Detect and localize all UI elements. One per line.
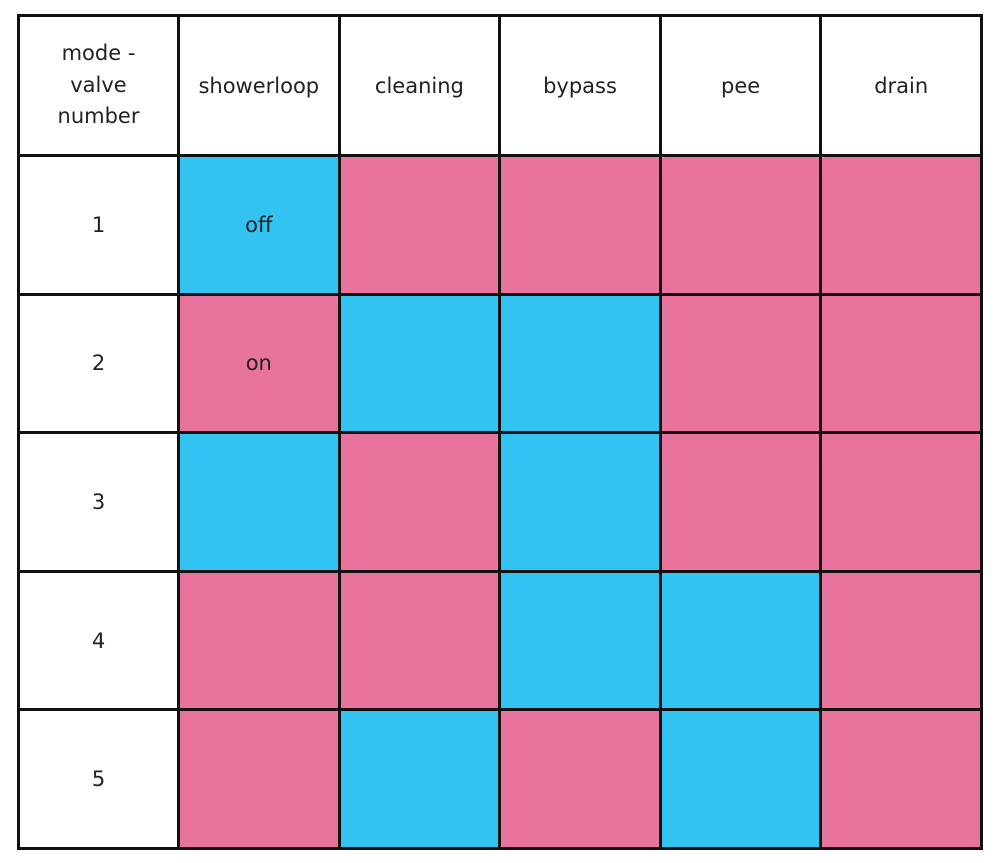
cell-text: 1 — [91, 212, 106, 237]
header-cell: pee — [661, 17, 820, 154]
state-cell — [822, 572, 980, 709]
valve-table: mode - valve number showerloop cleaning byp… — [17, 14, 983, 850]
state-cell: on — [180, 295, 338, 432]
state-cell: off — [180, 157, 338, 293]
state-cell — [340, 295, 499, 432]
state-cell — [661, 711, 820, 847]
row-label: 2 — [20, 295, 177, 432]
state-cell — [501, 711, 659, 847]
state-cell — [822, 157, 980, 293]
cell-text: 5 — [91, 767, 106, 792]
cell-text: off — [245, 212, 273, 237]
state-cell — [501, 434, 659, 570]
cell-text: mode - valve number — [57, 41, 140, 129]
cell-text: bypass — [543, 73, 617, 98]
state-cell — [822, 295, 980, 432]
cell-text: 2 — [91, 351, 106, 376]
state-cell — [661, 572, 820, 709]
state-cell — [340, 434, 499, 570]
row-label: 5 — [20, 711, 177, 847]
cell-text: on — [245, 351, 272, 376]
state-cell — [340, 711, 499, 847]
state-cell — [501, 157, 659, 293]
state-cell — [340, 157, 499, 293]
state-cell — [180, 572, 338, 709]
cell-text: cleaning — [374, 73, 464, 98]
state-cell — [822, 711, 980, 847]
state-cell — [180, 711, 338, 847]
cell-text: pee — [721, 73, 761, 98]
cell-text: 4 — [91, 628, 106, 653]
state-cell — [661, 434, 820, 570]
header-cell: showerloop — [180, 17, 338, 154]
cell-text: 3 — [91, 489, 106, 514]
header-cell: drain — [822, 17, 980, 154]
row-label: 4 — [20, 572, 177, 709]
cell-text: showerloop — [198, 73, 320, 98]
state-cell — [661, 295, 820, 432]
state-cell — [501, 572, 659, 709]
state-cell — [340, 572, 499, 709]
state-cell — [661, 157, 820, 293]
row-label: 3 — [20, 434, 177, 570]
header-cell: cleaning — [340, 17, 499, 154]
state-cell — [822, 434, 980, 570]
row-label: 1 — [20, 157, 177, 293]
state-cell — [501, 295, 659, 432]
header-cell: mode - valve number — [20, 17, 177, 154]
state-cell — [180, 434, 338, 570]
cell-text: drain — [874, 73, 929, 98]
header-cell: bypass — [501, 17, 659, 154]
